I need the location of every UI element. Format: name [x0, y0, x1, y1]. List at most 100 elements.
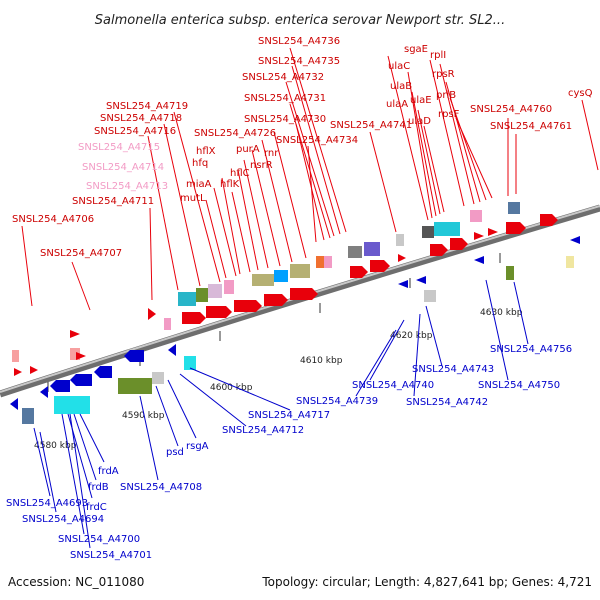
gene-arrow — [206, 306, 232, 318]
topology-summary: Topology: circular; Length: 4,827,641 bp… — [261, 575, 592, 589]
gene-arrow — [30, 366, 38, 374]
gene-label: cysQ — [568, 88, 593, 99]
gene-label: SNSL254_A4735 — [258, 56, 340, 67]
gene-arrow — [570, 236, 580, 244]
gene-label: SNSL254_A4736 — [258, 36, 340, 47]
gene-feature — [396, 234, 404, 246]
gene-arrow — [168, 344, 176, 356]
gene-label: rplI — [430, 50, 446, 61]
gene-feature — [324, 256, 332, 268]
gene-label: SNSL254_A4716 — [94, 126, 176, 137]
gene-label: SNSL254_A4750 — [478, 380, 560, 391]
gene-label: nsrR — [250, 160, 273, 171]
gene-label: SNSL254_A4711 — [72, 196, 154, 207]
gene-label: SNSL254_A4732 — [242, 72, 324, 83]
genome-title: Salmonella enterica subsp. enterica sero… — [95, 13, 505, 28]
gene-arrow — [474, 256, 484, 264]
gene-arrow — [50, 380, 70, 392]
gene-arrow — [474, 232, 484, 240]
tick-labels: 4580 kbp 4590 kbp 4600 kbp 4610 kbp 4620… — [34, 308, 523, 451]
reverse-features — [10, 236, 580, 424]
gene-feature — [422, 226, 434, 238]
gene-arrow — [40, 386, 48, 398]
gene-label: rnr — [264, 148, 279, 159]
gene-arrow — [430, 244, 448, 256]
gene-feature — [178, 292, 196, 306]
gene-label: SNSL254_A4741 — [330, 120, 412, 131]
gene-label: rpsF — [438, 109, 460, 120]
gene-feature — [164, 318, 171, 330]
gene-label: ulaE — [410, 95, 432, 106]
gene-label: SNSL254_A4693 — [6, 498, 88, 509]
gene-label: miaA — [186, 179, 212, 190]
gene-label: SNSL254_A4712 — [222, 425, 304, 436]
gene-arrow — [506, 222, 526, 234]
bottom-gene-labels: SNSL254_A4756 SNSL254_A4743 SNSL254_A474… — [6, 344, 572, 561]
gene-label: SNSL254_A4707 — [40, 248, 122, 259]
gene-label: SNSL254_A4701 — [70, 550, 152, 561]
gene-feature — [274, 270, 288, 282]
gene-label: ulaB — [390, 81, 412, 92]
gene-label: SNSL254_A4726 — [194, 128, 276, 139]
gene-label: SNSL254_A4743 — [412, 364, 494, 375]
gene-label: hfq — [192, 158, 208, 169]
tick-label: 4630 kbp — [480, 308, 523, 318]
gene-feature — [22, 408, 34, 424]
gene-label: SNSL254_A4694 — [22, 514, 104, 525]
bottom-leader-lines — [33, 279, 529, 549]
gene-label: ulaD — [408, 116, 431, 127]
gene-feature — [118, 378, 152, 394]
gene-arrow — [94, 366, 112, 378]
gene-label: mutL — [180, 193, 206, 204]
gene-label: SNSL254_A4761 — [490, 121, 572, 132]
gene-arrow — [76, 352, 86, 360]
gene-arrow — [416, 276, 426, 284]
forward-features — [12, 202, 558, 376]
gene-label: frdA — [98, 466, 119, 477]
gene-arrow — [148, 308, 156, 320]
gene-feature — [184, 356, 196, 370]
gene-label: SNSL254_A4760 — [470, 104, 552, 115]
tick-label: 4590 kbp — [122, 411, 165, 421]
gene-label: priB — [436, 90, 456, 101]
gene-label: SNSL254_A4730 — [244, 114, 326, 125]
gene-label: SNSL254_A4718 — [100, 113, 182, 124]
gene-arrow — [264, 294, 288, 306]
accession-text: Accession: NC_011080 — [8, 575, 144, 589]
gene-arrow — [398, 254, 406, 262]
gene-feature — [470, 210, 482, 222]
gene-label: SNSL254_A4739 — [296, 396, 378, 407]
gene-label: SNSL254_A4734 — [276, 135, 358, 146]
gene-arrow — [10, 398, 18, 410]
tick-label: 4610 kbp — [300, 356, 343, 366]
gene-arrow — [70, 374, 92, 386]
gene-label: psd — [166, 447, 184, 458]
gene-label: SNSL254_A4756 — [490, 344, 572, 355]
gene-label: SNSL254_A4740 — [352, 380, 434, 391]
gene-arrow — [234, 300, 262, 312]
gene-feature — [434, 222, 460, 236]
gene-label: rpsR — [432, 69, 455, 80]
gene-arrow — [290, 288, 318, 300]
gene-feature — [566, 256, 574, 268]
gene-arrow — [14, 368, 22, 376]
gene-label: SNSL254_A4731 — [244, 93, 326, 104]
gene-label: SNSL254_A4708 — [120, 482, 202, 493]
gene-feature — [252, 274, 274, 286]
gene-label: SNSL254_A4715 — [78, 142, 160, 153]
gene-feature — [152, 372, 164, 384]
gene-label: hflK — [220, 179, 240, 190]
tick-label: 4620 kbp — [390, 331, 433, 341]
gene-arrow — [398, 280, 408, 288]
gene-feature — [54, 396, 90, 414]
gene-feature — [424, 290, 436, 302]
gene-label: SNSL254_A4714 — [82, 162, 164, 173]
gene-label: ulaC — [388, 61, 410, 72]
gene-arrow — [350, 266, 368, 278]
gene-feature — [70, 348, 80, 360]
top-leader-lines — [21, 47, 599, 311]
gene-label: rsgA — [186, 441, 209, 452]
gene-feature — [506, 266, 514, 280]
